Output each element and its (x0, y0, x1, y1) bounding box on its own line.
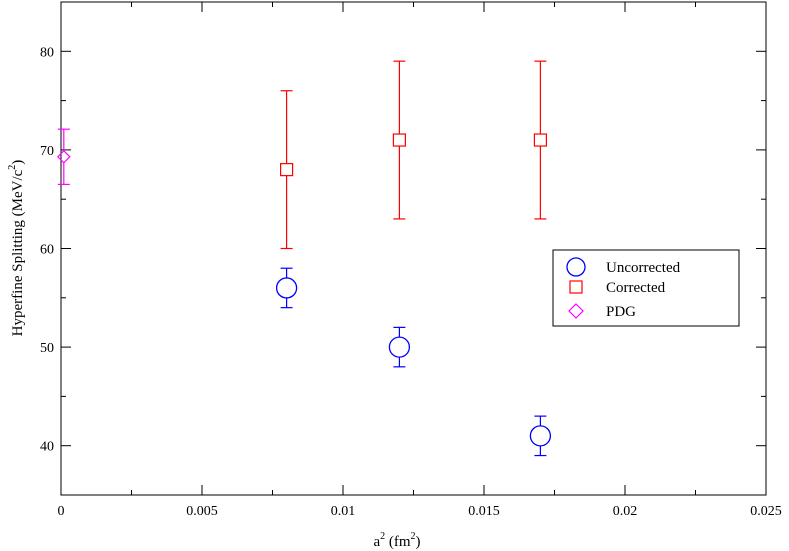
x-tick-label: 0.015 (468, 504, 500, 519)
marker-circle (529, 425, 552, 447)
x-tick-label: 0 (58, 504, 65, 519)
legend: Uncorrected Corrected PDG (552, 249, 740, 327)
legend-label-corrected: Corrected (606, 280, 666, 296)
legend-marker-corrected (569, 280, 583, 294)
marker-diamond (56, 149, 71, 164)
x-axis-unit-close: ) (416, 534, 421, 550)
data-point-corrected (280, 90, 294, 250)
marker-square (533, 133, 548, 147)
data-point-pdg (56, 128, 71, 186)
y-tick-label: 70 (40, 144, 54, 159)
marker-circle (388, 336, 411, 358)
y-axis-title: Hyperfine Splitting (MeV/c2) (7, 160, 26, 337)
plot-frame (60, 1, 767, 496)
legend-label-uncorrected: Uncorrected (606, 260, 681, 276)
y-axis-text: Hyperfine Splitting (MeV/c (10, 169, 26, 336)
y-tick-label: 60 (40, 243, 54, 258)
legend-marker-uncorrected (566, 257, 586, 277)
x-tick-label: 0.02 (613, 504, 638, 519)
y-axis-sup: 2 (7, 165, 18, 170)
y-tick-label: 40 (40, 440, 54, 455)
data-point-corrected (533, 60, 548, 220)
marker-square (280, 163, 294, 177)
x-tick-label: 0.005 (186, 504, 218, 519)
marker-square (392, 133, 406, 147)
x-tick-label: 0.025 (750, 504, 782, 519)
x-axis-base-sup: 2 (380, 531, 385, 542)
x-axis-base: a (373, 534, 380, 550)
y-tick-label: 50 (40, 341, 54, 356)
data-point-uncorrected (388, 326, 411, 368)
legend-label-pdg: PDG (606, 304, 636, 320)
marker-circle (275, 277, 298, 299)
axis-ticks (60, 1, 767, 496)
x-axis-unit-sup: 2 (411, 531, 416, 542)
data-point-corrected (392, 60, 406, 220)
x-tick-label: 0.01 (331, 504, 356, 519)
y-tick-label: 80 (40, 45, 54, 60)
data-marks (56, 60, 552, 457)
legend-marker-pdg (568, 303, 584, 319)
data-point-uncorrected (275, 267, 298, 309)
data-point-uncorrected (529, 415, 552, 457)
x-axis-title: a2 (fm2) (373, 531, 420, 550)
y-axis-close: ) (10, 160, 26, 165)
axis-tick-labels: 0 0.005 0.01 0.015 0.02 0.025 40 50 60 70 80 (40, 45, 782, 519)
x-axis-unit-open: (fm (385, 534, 411, 550)
